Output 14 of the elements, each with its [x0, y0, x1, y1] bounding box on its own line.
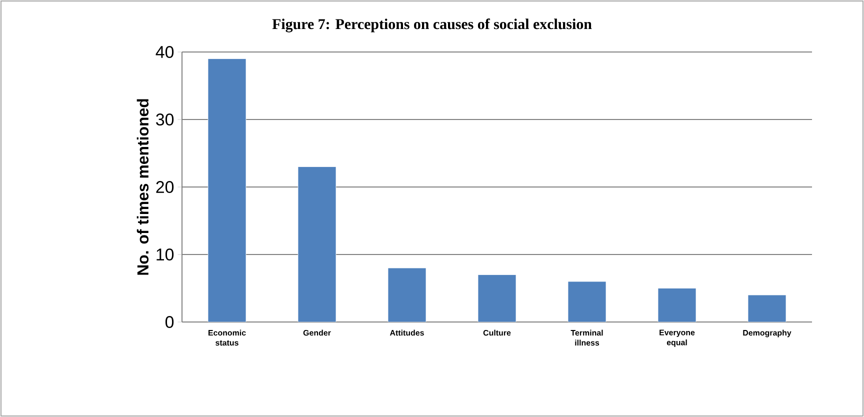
- y-tick-label: 10: [156, 248, 174, 260]
- y-tick-label: 20: [156, 181, 174, 193]
- y-tick-label: 30: [156, 114, 174, 126]
- bar: [748, 294, 786, 322]
- bar: [568, 281, 606, 322]
- bar: [478, 274, 516, 322]
- bar: [658, 288, 696, 322]
- y-tick-label: 40: [156, 46, 174, 58]
- bar: [298, 166, 336, 322]
- chart-title: Figure 7: Perceptions on causes of social exclusion: [272, 18, 592, 32]
- bar: [208, 58, 246, 322]
- y-axis-title: No. of times mentioned: [136, 99, 149, 275]
- bar: [388, 268, 426, 322]
- y-tick-label: 0: [165, 316, 174, 328]
